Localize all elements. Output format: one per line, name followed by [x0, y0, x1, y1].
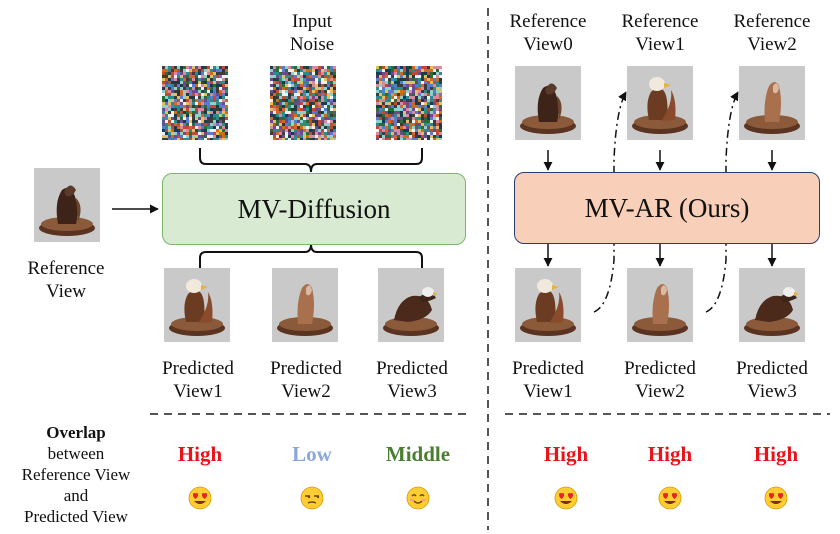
right-predicted-view1-image — [515, 268, 581, 342]
right-predicted-view2-label: Predicted View2 — [624, 358, 696, 402]
reference-view-image — [34, 168, 100, 242]
mv-diffusion-label: MV-Diffusion — [237, 193, 391, 224]
right-predicted-view3-label: Predicted View3 — [736, 358, 808, 402]
left-predicted-view3-image — [378, 268, 444, 342]
overlap-legend: Overlap between Reference View and Predi… — [6, 422, 146, 527]
right-predicted-view2-image — [627, 268, 693, 342]
overlap-rating-left-1: High — [177, 442, 223, 466]
right-predicted-view3-image — [739, 268, 805, 342]
left-predicted-view2-image — [272, 268, 338, 342]
right-predicted-view1-label: Predicted View1 — [512, 358, 584, 402]
reference-view1-image — [627, 66, 693, 140]
noise-tile — [162, 66, 228, 140]
feedback-pred2-ref2 — [705, 91, 739, 313]
heart-eyes-emoji-icon — [554, 486, 578, 510]
left-predicted-view3-label: Predicted View3 — [376, 358, 448, 402]
reference-view0-image — [515, 66, 581, 140]
feedback-pred1-ref1 — [593, 91, 627, 313]
heart-eyes-emoji-icon — [188, 486, 212, 510]
reference-view2-label: Reference View2 — [733, 11, 811, 55]
heart-eyes-emoji-icon — [764, 486, 788, 510]
smiling-emoji-icon — [406, 486, 430, 510]
noise-tile — [270, 66, 336, 140]
mv-diffusion-box: MV-Diffusion — [162, 173, 466, 245]
overlap-rating-left-3: Middle — [385, 442, 451, 466]
overlap-rating-right-3: High — [753, 442, 799, 466]
reference-view1-label: Reference View1 — [621, 11, 699, 55]
left-predicted-view1-label: Predicted View1 — [162, 358, 234, 402]
legend-title: Overlap — [46, 423, 106, 442]
overlap-rating-left-2: Low — [292, 442, 332, 466]
mv-ar-box: MV-AR (Ours) — [514, 172, 820, 244]
noise-tile — [376, 66, 442, 140]
left-predicted-view2-label: Predicted View2 — [270, 358, 342, 402]
noise-brace — [199, 148, 423, 173]
overlap-rating-right-1: High — [543, 442, 589, 466]
mv-ar-label: MV-AR (Ours) — [584, 192, 750, 223]
heart-eyes-emoji-icon — [658, 486, 682, 510]
predicted-brace — [199, 243, 423, 268]
reference-view-label: Reference View — [27, 258, 105, 302]
unamused-emoji-icon — [300, 486, 324, 510]
left-predicted-view1-image — [164, 268, 230, 342]
reference-view2-image — [739, 66, 805, 140]
input-noise-label: Input Noise — [289, 11, 335, 55]
reference-view0-label: Reference View0 — [509, 11, 587, 55]
overlap-rating-right-2: High — [647, 442, 693, 466]
